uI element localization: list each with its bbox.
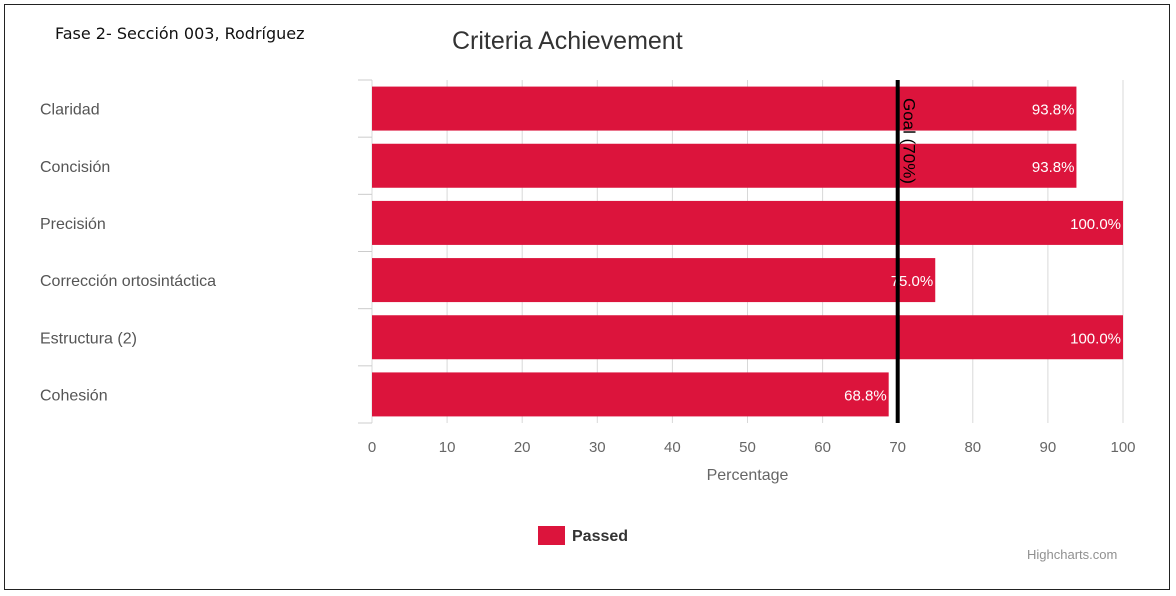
bar bbox=[372, 372, 889, 417]
data-label: 93.8% bbox=[1032, 102, 1075, 119]
chart-title: Criteria Achievement bbox=[452, 27, 683, 55]
bar bbox=[372, 143, 1077, 188]
data-label: 68.8% bbox=[844, 387, 887, 404]
category-label: Claridad bbox=[40, 102, 100, 119]
bar bbox=[372, 258, 936, 303]
legend-item-passed: Passed bbox=[572, 528, 628, 545]
bar bbox=[372, 200, 1123, 245]
goal-label: Goal (70%) bbox=[900, 98, 919, 184]
x-tick-label: 100 bbox=[1110, 439, 1135, 456]
x-tick-label: 20 bbox=[514, 439, 531, 456]
data-label: 93.8% bbox=[1032, 159, 1075, 176]
x-tick-label: 10 bbox=[439, 439, 456, 456]
data-label: 100.0% bbox=[1070, 330, 1121, 347]
x-tick-label: 80 bbox=[964, 439, 981, 456]
category-label: Concisión bbox=[40, 159, 110, 176]
x-tick-label: 40 bbox=[664, 439, 681, 456]
highcharts-credits-link[interactable]: Highcharts.com bbox=[1027, 547, 1118, 562]
x-tick-label: 50 bbox=[739, 439, 756, 456]
page-caption: Fase 2- Sección 003, Rodríguez bbox=[55, 24, 305, 43]
bar bbox=[372, 315, 1123, 360]
x-tick-label: 90 bbox=[1040, 439, 1057, 456]
x-tick-label: 0 bbox=[368, 439, 376, 456]
category-label: Cohesión bbox=[40, 387, 108, 404]
category-label: Estructura (2) bbox=[40, 330, 137, 347]
category-label: Precisión bbox=[40, 216, 106, 233]
x-tick-label: 60 bbox=[814, 439, 831, 456]
data-label: 100.0% bbox=[1070, 216, 1121, 233]
legend-swatch bbox=[538, 526, 565, 545]
x-tick-label: 70 bbox=[889, 439, 906, 456]
data-label: 75.0% bbox=[891, 273, 934, 290]
x-axis-title: Percentage bbox=[707, 467, 789, 484]
category-label: Corrección ortosintáctica bbox=[40, 273, 216, 290]
x-tick-label: 30 bbox=[589, 439, 606, 456]
bar bbox=[372, 86, 1077, 131]
